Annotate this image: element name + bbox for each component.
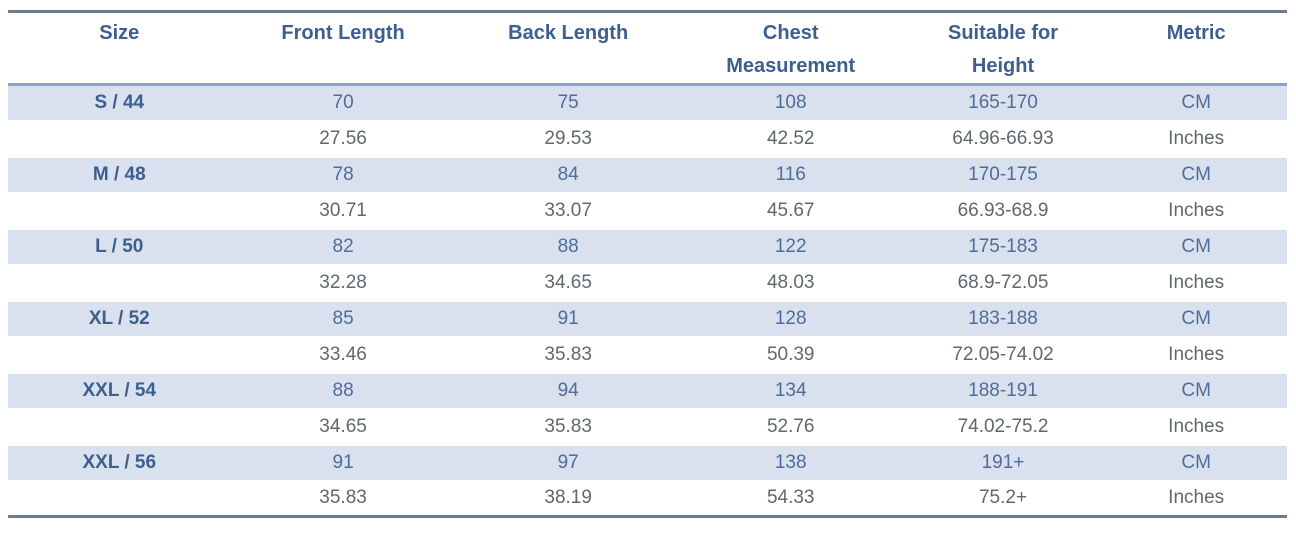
chest-cell: 42.52	[680, 120, 901, 157]
chest-cell: 108	[680, 83, 901, 122]
table-row: L / 50 82 88 122 175-183 CM	[8, 227, 1287, 266]
front-length-cell: 35.83	[230, 480, 456, 517]
chest-cell: 45.67	[680, 192, 901, 229]
column-header-chest: Chest Measurement	[680, 11, 901, 86]
front-length-cell: 91	[230, 443, 456, 482]
front-length-cell: 78	[230, 155, 456, 194]
chest-cell: 48.03	[680, 264, 901, 301]
metric-cell: Inches	[1105, 192, 1287, 229]
height-cell: 74.02-75.2	[900, 408, 1106, 445]
back-length-cell: 97	[455, 443, 681, 482]
front-length-cell: 33.46	[230, 336, 456, 373]
front-length-cell: 85	[230, 299, 456, 338]
front-length-cell: 34.65	[230, 408, 456, 445]
back-length-cell: 94	[455, 371, 681, 410]
size-cell	[8, 264, 231, 301]
back-length-cell: 35.83	[455, 408, 681, 445]
metric-cell: Inches	[1105, 264, 1287, 301]
size-cell: S / 44	[8, 83, 231, 122]
size-table-header: Size Front Length Back Length Chest Meas…	[8, 11, 1287, 86]
table-row: 35.83 38.19 54.33 75.2+ Inches	[8, 480, 1287, 517]
front-length-cell: 27.56	[230, 120, 456, 157]
metric-cell: CM	[1105, 83, 1287, 122]
size-cell: M / 48	[8, 155, 231, 194]
chest-cell: 116	[680, 155, 901, 194]
size-cell: XXL / 54	[8, 371, 231, 410]
back-length-cell: 84	[455, 155, 681, 194]
table-row: 27.56 29.53 42.52 64.96-66.93 Inches	[8, 120, 1287, 157]
height-cell: 191+	[900, 443, 1106, 482]
metric-cell: CM	[1105, 371, 1287, 410]
size-cell	[8, 336, 231, 373]
header-row: Size Front Length Back Length Chest Meas…	[8, 11, 1287, 86]
metric-cell: CM	[1105, 155, 1287, 194]
back-length-cell: 38.19	[455, 480, 681, 517]
back-length-cell: 91	[455, 299, 681, 338]
height-cell: 183-188	[900, 299, 1106, 338]
metric-cell: Inches	[1105, 408, 1287, 445]
chest-cell: 52.76	[680, 408, 901, 445]
table-row: XL / 52 85 91 128 183-188 CM	[8, 299, 1287, 338]
table-row: M / 48 78 84 116 170-175 CM	[8, 155, 1287, 194]
metric-cell: CM	[1105, 443, 1287, 482]
size-cell	[8, 120, 231, 157]
chest-cell: 50.39	[680, 336, 901, 373]
column-header-front-length: Front Length	[230, 11, 456, 86]
height-cell: 175-183	[900, 227, 1106, 266]
table-row: 34.65 35.83 52.76 74.02-75.2 Inches	[8, 408, 1287, 445]
chest-cell: 128	[680, 299, 901, 338]
metric-cell: Inches	[1105, 336, 1287, 373]
front-length-cell: 70	[230, 83, 456, 122]
size-table-body: S / 44 70 75 108 165-170 CM 27.56 29.53 42.52 64.…	[8, 83, 1287, 517]
back-length-cell: 35.83	[455, 336, 681, 373]
chest-cell: 138	[680, 443, 901, 482]
back-length-cell: 88	[455, 227, 681, 266]
front-length-cell: 88	[230, 371, 456, 410]
height-cell: 75.2+	[900, 480, 1106, 517]
size-cell	[8, 480, 231, 517]
column-header-size: Size	[8, 11, 231, 86]
chest-cell: 134	[680, 371, 901, 410]
size-cell: XXL / 56	[8, 443, 231, 482]
metric-cell: CM	[1105, 299, 1287, 338]
chest-cell: 122	[680, 227, 901, 266]
back-length-cell: 75	[455, 83, 681, 122]
table-row: 33.46 35.83 50.39 72.05-74.02 Inches	[8, 336, 1287, 373]
table-row: XXL / 56 91 97 138 191+ CM	[8, 443, 1287, 482]
height-cell: 64.96-66.93	[900, 120, 1106, 157]
back-length-cell: 33.07	[455, 192, 681, 229]
table-row: 32.28 34.65 48.03 68.9-72.05 Inches	[8, 264, 1287, 301]
chest-cell: 54.33	[680, 480, 901, 517]
size-cell	[8, 192, 231, 229]
table-row: 30.71 33.07 45.67 66.93-68.9 Inches	[8, 192, 1287, 229]
height-cell: 66.93-68.9	[900, 192, 1106, 229]
back-length-cell: 34.65	[455, 264, 681, 301]
height-cell: 72.05-74.02	[900, 336, 1106, 373]
height-cell: 188-191	[900, 371, 1106, 410]
size-cell: XL / 52	[8, 299, 231, 338]
metric-cell: CM	[1105, 227, 1287, 266]
height-cell: 170-175	[900, 155, 1106, 194]
size-table: Size Front Length Back Length Chest Meas…	[8, 10, 1287, 518]
height-cell: 165-170	[900, 83, 1106, 122]
size-cell: L / 50	[8, 227, 231, 266]
back-length-cell: 29.53	[455, 120, 681, 157]
column-header-height: Suitable for Height	[900, 11, 1106, 86]
metric-cell: Inches	[1105, 120, 1287, 157]
table-row: S / 44 70 75 108 165-170 CM	[8, 83, 1287, 122]
front-length-cell: 30.71	[230, 192, 456, 229]
table-row: XXL / 54 88 94 134 188-191 CM	[8, 371, 1287, 410]
front-length-cell: 82	[230, 227, 456, 266]
metric-cell: Inches	[1105, 480, 1287, 517]
column-header-back-length: Back Length	[455, 11, 681, 86]
front-length-cell: 32.28	[230, 264, 456, 301]
size-cell	[8, 408, 231, 445]
column-header-metric: Metric	[1105, 11, 1287, 86]
height-cell: 68.9-72.05	[900, 264, 1106, 301]
